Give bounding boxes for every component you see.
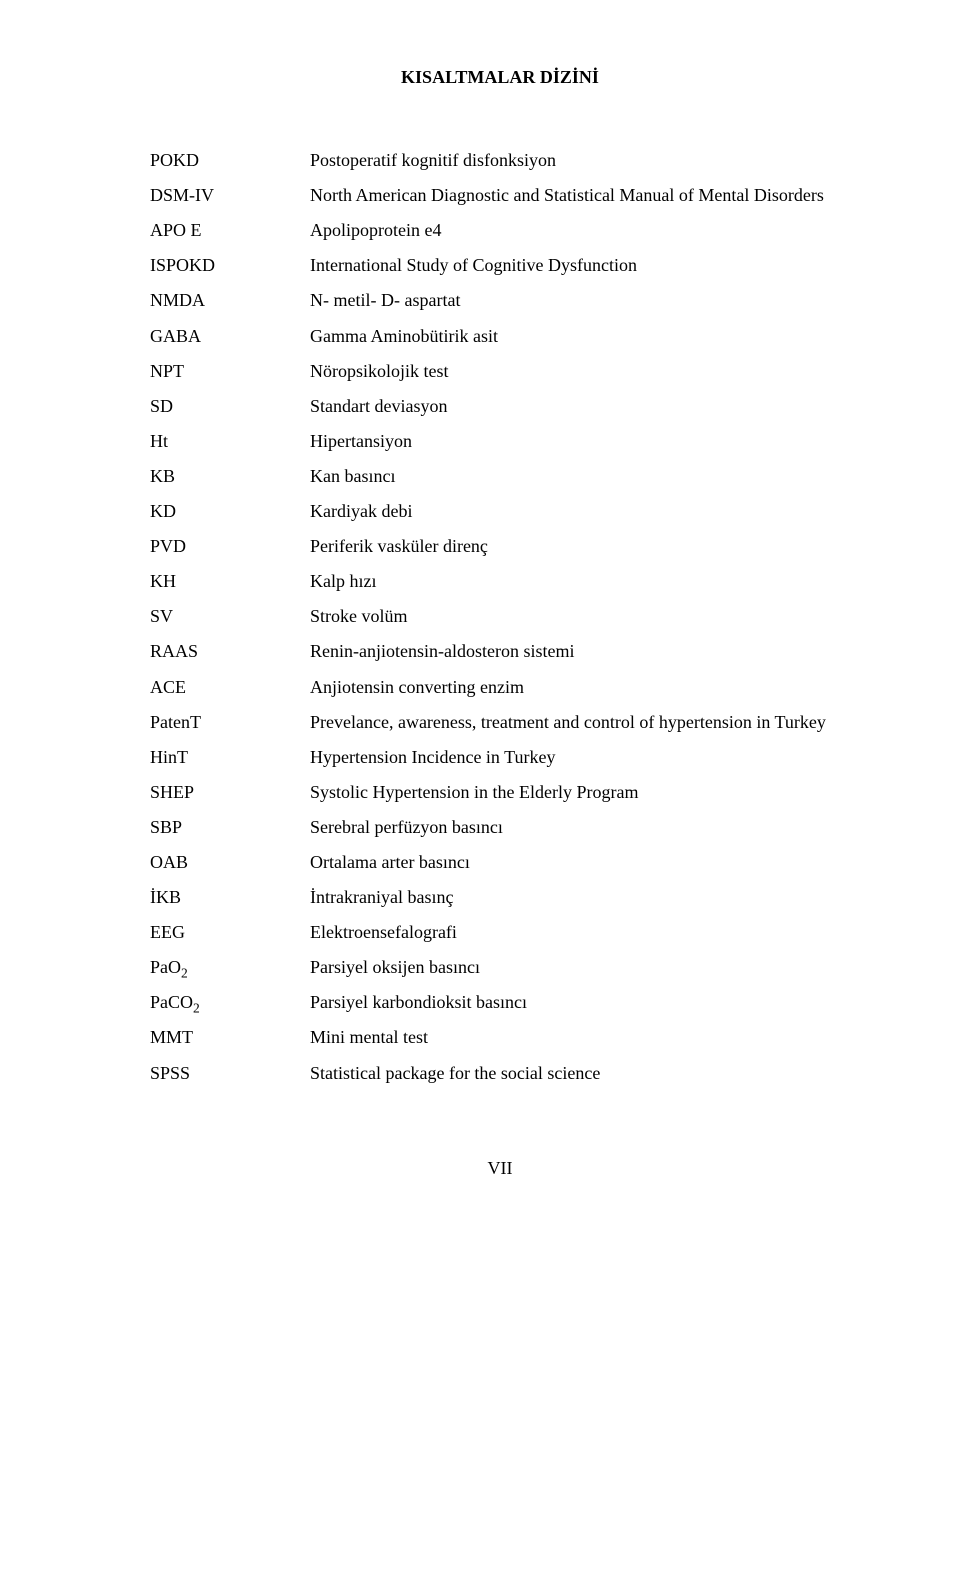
definition: Mini mental test	[310, 1020, 850, 1055]
definition: Statistical package for the social scien…	[310, 1056, 850, 1091]
abbreviation: OAB	[150, 845, 310, 880]
list-item: SPSSStatistical package for the social s…	[150, 1056, 850, 1091]
list-item: HinTHypertension Incidence in Turkey	[150, 740, 850, 775]
definition: Parsiyel oksijen basıncı	[310, 950, 850, 985]
abbreviation: APO E	[150, 213, 310, 248]
abbreviation: POKD	[150, 143, 310, 178]
definition: Prevelance, awareness, treatment and con…	[310, 705, 850, 740]
list-item: MMTMini mental test	[150, 1020, 850, 1055]
abbreviation: SPSS	[150, 1056, 310, 1091]
definition: International Study of Cognitive Dysfunc…	[310, 248, 850, 283]
list-item: ACEAnjiotensin converting enzim	[150, 670, 850, 705]
abbreviation: NMDA	[150, 283, 310, 318]
list-item: PatenTPrevelance, awareness, treatment a…	[150, 705, 850, 740]
definition: Apolipoprotein e4	[310, 213, 850, 248]
abbreviation: ACE	[150, 670, 310, 705]
definition: Postoperatif kognitif disfonksiyon	[310, 143, 850, 178]
definition: Systolic Hypertension in the Elderly Pro…	[310, 775, 850, 810]
list-item: EEGElektroensefalografi	[150, 915, 850, 950]
list-item: DSM-IVNorth American Diagnostic and Stat…	[150, 178, 850, 213]
definition: Kalp hızı	[310, 564, 850, 599]
abbreviation: ISPOKD	[150, 248, 310, 283]
list-item: İKBİntrakraniyal basınç	[150, 880, 850, 915]
list-item: KHKalp hızı	[150, 564, 850, 599]
abbreviation: EEG	[150, 915, 310, 950]
abbreviation: SHEP	[150, 775, 310, 810]
list-item: PVDPeriferik vasküler direnç	[150, 529, 850, 564]
definition: Stroke volüm	[310, 599, 850, 634]
abbreviation: Ht	[150, 424, 310, 459]
definition: Periferik vasküler direnç	[310, 529, 850, 564]
definition: Kardiyak debi	[310, 494, 850, 529]
list-item: NMDAN- metil- D- aspartat	[150, 283, 850, 318]
list-item: ISPOKDInternational Study of Cognitive D…	[150, 248, 850, 283]
abbreviation-subscript: 2	[193, 1001, 200, 1016]
page-number: VII	[150, 1151, 850, 1186]
list-item: SBPSerebral perfüzyon basıncı	[150, 810, 850, 845]
abbreviation: PaCO2	[150, 985, 310, 1020]
abbreviation: HinT	[150, 740, 310, 775]
definition: Standart deviasyon	[310, 389, 850, 424]
definition: Kan basıncı	[310, 459, 850, 494]
list-item: OABOrtalama arter basıncı	[150, 845, 850, 880]
definition: Hipertansiyon	[310, 424, 850, 459]
definition: North American Diagnostic and Statistica…	[310, 178, 850, 213]
list-item: SHEPSystolic Hypertension in the Elderly…	[150, 775, 850, 810]
abbreviation: PVD	[150, 529, 310, 564]
abbreviation: SV	[150, 599, 310, 634]
definition: Elektroensefalografi	[310, 915, 850, 950]
abbreviation: KB	[150, 459, 310, 494]
definition: Parsiyel karbondioksit basıncı	[310, 985, 850, 1020]
list-item: POKDPostoperatif kognitif disfonksiyon	[150, 143, 850, 178]
abbreviation: DSM-IV	[150, 178, 310, 213]
list-item: RAASRenin-anjiotensin-aldosteron sistemi	[150, 634, 850, 669]
list-item: KDKardiyak debi	[150, 494, 850, 529]
abbreviation: GABA	[150, 319, 310, 354]
definition: Gamma Aminobütirik asit	[310, 319, 850, 354]
abbreviation: İKB	[150, 880, 310, 915]
abbreviation: NPT	[150, 354, 310, 389]
abbreviation-subscript: 2	[181, 966, 188, 981]
abbreviation: PatenT	[150, 705, 310, 740]
definition: Serebral perfüzyon basıncı	[310, 810, 850, 845]
list-item: PaO2Parsiyel oksijen basıncı	[150, 950, 850, 985]
definition: Hypertension Incidence in Turkey	[310, 740, 850, 775]
list-item: HtHipertansiyon	[150, 424, 850, 459]
list-item: KBKan basıncı	[150, 459, 850, 494]
abbreviation: SD	[150, 389, 310, 424]
page-title: KISALTMALAR DİZİNİ	[150, 60, 850, 95]
abbreviation: KH	[150, 564, 310, 599]
definition: Anjiotensin converting enzim	[310, 670, 850, 705]
definition: İntrakraniyal basınç	[310, 880, 850, 915]
list-item: PaCO2Parsiyel karbondioksit basıncı	[150, 985, 850, 1020]
definition: Ortalama arter basıncı	[310, 845, 850, 880]
abbreviation: PaO2	[150, 950, 310, 985]
abbreviation: RAAS	[150, 634, 310, 669]
definition: N- metil- D- aspartat	[310, 283, 850, 318]
abbreviation: KD	[150, 494, 310, 529]
abbreviation: SBP	[150, 810, 310, 845]
list-item: SDStandart deviasyon	[150, 389, 850, 424]
list-item: NPTNöropsikolojik test	[150, 354, 850, 389]
abbreviation: MMT	[150, 1020, 310, 1055]
list-item: APO EApolipoprotein e4	[150, 213, 850, 248]
list-item: GABAGamma Aminobütirik asit	[150, 319, 850, 354]
definition: Nöropsikolojik test	[310, 354, 850, 389]
abbreviation-list: POKDPostoperatif kognitif disfonksiyonDS…	[150, 143, 850, 1091]
definition: Renin-anjiotensin-aldosteron sistemi	[310, 634, 850, 669]
list-item: SVStroke volüm	[150, 599, 850, 634]
